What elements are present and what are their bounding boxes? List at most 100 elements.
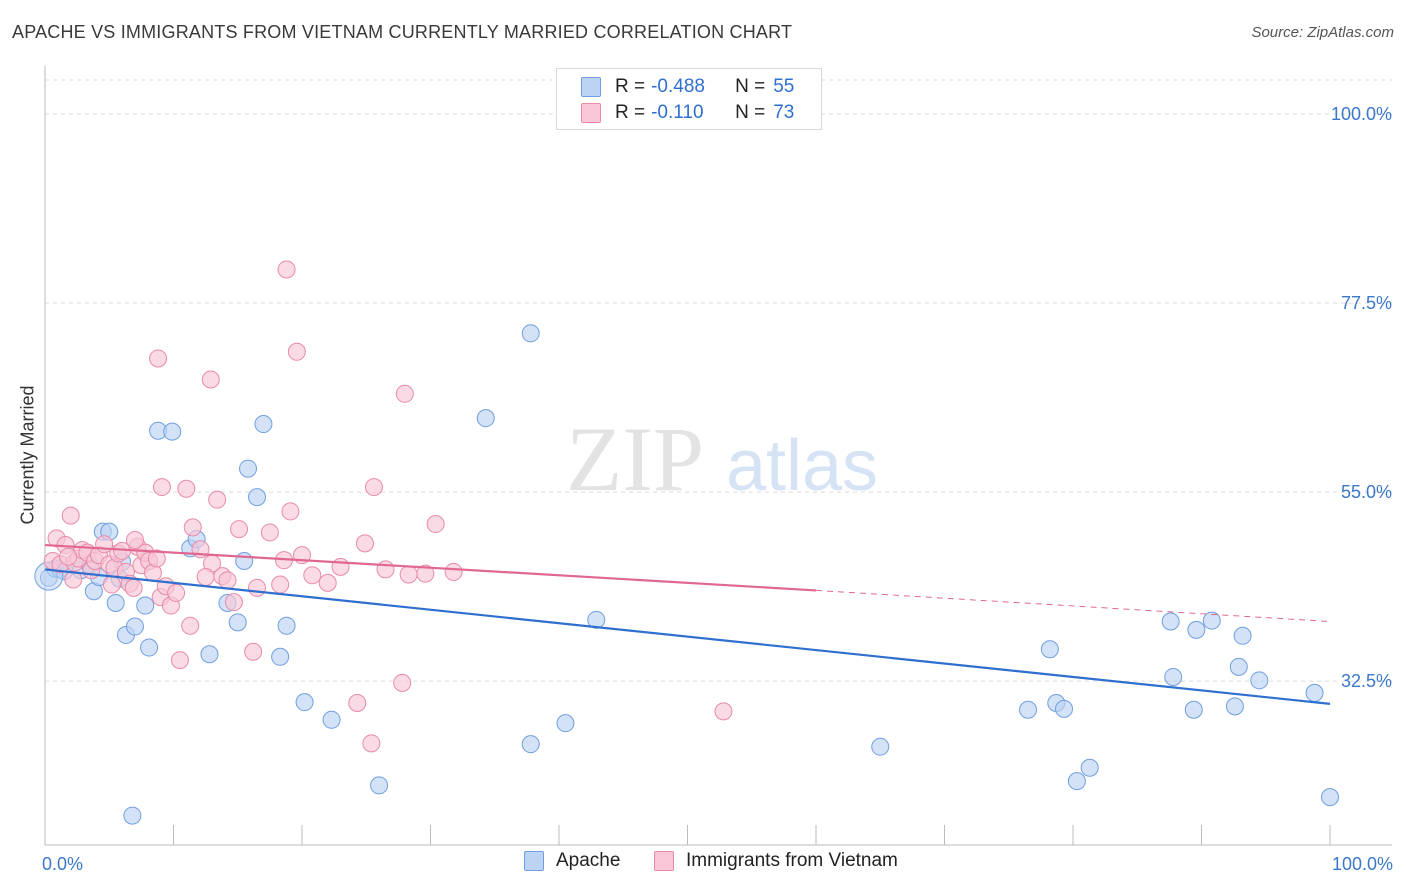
vietnam-point bbox=[201, 370, 220, 389]
vietnam-point bbox=[260, 523, 279, 542]
vietnam-point bbox=[348, 694, 367, 713]
vietnam-point bbox=[281, 502, 300, 521]
vietnam-point bbox=[362, 734, 381, 753]
vietnam-point bbox=[177, 479, 196, 498]
vietnam-trend-line bbox=[44, 543, 817, 592]
n-value: 73 bbox=[773, 102, 795, 123]
apache-point bbox=[271, 647, 290, 666]
legend-item-apache[interactable]: Apache bbox=[524, 850, 620, 872]
vietnam-point bbox=[170, 651, 189, 670]
n-label: N = bbox=[735, 76, 766, 97]
apache-point bbox=[228, 613, 247, 632]
apache-point bbox=[235, 552, 254, 571]
vietnam-point bbox=[244, 642, 263, 661]
watermark-zip: ZIP bbox=[566, 408, 704, 510]
r-label: R = bbox=[615, 76, 646, 97]
chart-title: APACHE VS IMMIGRANTS FROM VIETNAM CURREN… bbox=[12, 22, 793, 42]
vietnam-point bbox=[364, 478, 383, 497]
vietnam-point bbox=[376, 560, 395, 579]
apache-point bbox=[136, 596, 155, 615]
vietnam-point bbox=[181, 616, 200, 635]
apache-point bbox=[556, 714, 575, 733]
vietnam-trend-extension bbox=[815, 589, 1331, 623]
apache-point bbox=[1040, 640, 1059, 659]
source-label: Source: ZipAtlas.com bbox=[1251, 24, 1394, 41]
apache-point bbox=[1055, 699, 1074, 718]
apache-point bbox=[106, 594, 125, 613]
watermark-atlas: atlas bbox=[726, 426, 878, 506]
apache-point bbox=[140, 638, 159, 657]
n-label: N = bbox=[735, 102, 766, 123]
vietnam-point bbox=[61, 506, 80, 525]
apache-point bbox=[125, 617, 144, 636]
vietnam-point bbox=[331, 557, 350, 576]
vietnam-point bbox=[196, 567, 215, 586]
watermark: ZIP atlas bbox=[566, 408, 878, 510]
apache-point bbox=[322, 710, 341, 729]
vietnam-point bbox=[147, 549, 166, 568]
vietnam-point bbox=[152, 478, 171, 497]
vietnam-point bbox=[102, 575, 121, 594]
apache-point bbox=[476, 409, 495, 428]
n-value: 55 bbox=[773, 76, 795, 97]
vietnam-point bbox=[271, 575, 290, 594]
vietnam-point bbox=[303, 566, 322, 585]
apache-point bbox=[1233, 626, 1252, 645]
vietnam-point bbox=[395, 384, 414, 403]
apache-swatch bbox=[581, 77, 601, 97]
vietnam-point bbox=[277, 260, 296, 279]
vietnam-point bbox=[416, 564, 435, 583]
legend-item-vietnam[interactable]: Immigrants from Vietnam bbox=[654, 850, 898, 872]
vietnam-point bbox=[124, 578, 143, 597]
vietnam-point bbox=[287, 342, 306, 361]
apache-swatch bbox=[524, 851, 544, 871]
vietnam-point bbox=[426, 515, 445, 534]
apache-point bbox=[1305, 683, 1324, 702]
stats-row-vietnam: R = -0.110 N = 73 bbox=[581, 101, 794, 125]
apache-point bbox=[1161, 612, 1180, 631]
vietnam-point bbox=[64, 570, 83, 589]
stats-row-apache: R = -0.488 N = 55 bbox=[581, 75, 794, 99]
vietnam-point bbox=[355, 534, 374, 553]
series-legend: Apache Immigrants from Vietnam bbox=[0, 850, 1406, 878]
y-tick-label: 32.5% bbox=[1341, 671, 1392, 691]
apache-point bbox=[521, 324, 540, 343]
r-value: -0.110 bbox=[651, 102, 704, 123]
apache-point bbox=[254, 415, 273, 434]
vietnam-point bbox=[230, 520, 249, 539]
apache-point bbox=[1080, 758, 1099, 777]
apache-point bbox=[163, 422, 182, 441]
r-label: R = bbox=[615, 102, 646, 123]
apache-point bbox=[521, 735, 540, 754]
y-tick-label: 55.0% bbox=[1341, 482, 1392, 502]
apache-point bbox=[248, 488, 267, 507]
axes bbox=[44, 66, 1392, 846]
vietnam-point bbox=[59, 547, 78, 566]
legend-label: Immigrants from Vietnam bbox=[686, 850, 898, 871]
apache-point bbox=[1225, 697, 1244, 716]
apache-point bbox=[1250, 671, 1269, 690]
y-tick-label: 100.0% bbox=[1331, 104, 1392, 124]
vietnam-point bbox=[125, 531, 144, 550]
apache-point bbox=[277, 616, 296, 635]
apache-point bbox=[1067, 772, 1086, 791]
tick-labels: 100.0% 77.5% 55.0% 32.5% 0.0% 100.0% bbox=[42, 104, 1393, 874]
vietnam-point bbox=[248, 578, 267, 597]
apache-point bbox=[1187, 620, 1206, 639]
stats-legend: R = -0.488 N = 55 R = -0.110 N = 73 bbox=[556, 68, 822, 130]
vietnam-point bbox=[444, 562, 463, 581]
vietnam-point bbox=[218, 571, 237, 590]
vietnam-swatch bbox=[654, 851, 674, 871]
apache-point bbox=[1202, 611, 1221, 630]
apache-point bbox=[1164, 667, 1183, 686]
vietnam-point bbox=[149, 349, 168, 368]
apache-point bbox=[1019, 700, 1038, 719]
vietnam-point bbox=[318, 573, 337, 592]
vietnam-point bbox=[183, 518, 202, 537]
apache-trend-line bbox=[44, 568, 1331, 705]
y-tick-label: 77.5% bbox=[1341, 293, 1392, 313]
vietnam-point bbox=[208, 490, 227, 509]
apache-point bbox=[1321, 788, 1339, 807]
apache-point bbox=[123, 806, 142, 825]
